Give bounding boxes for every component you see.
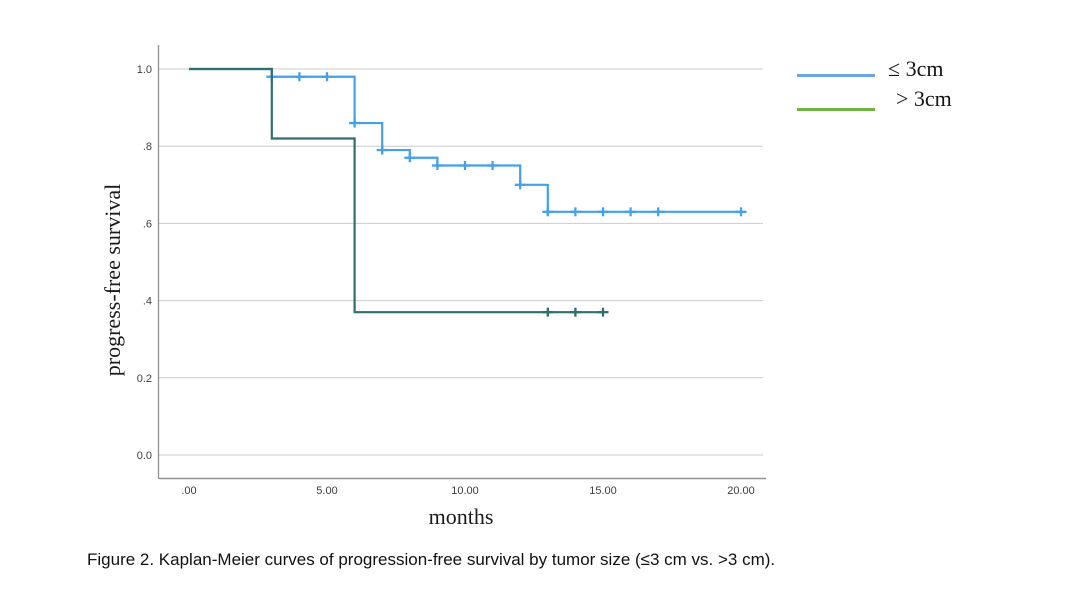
legend-label-gt-3cm: > 3cm [896, 86, 952, 111]
x-tick-label: 20.00 [727, 485, 755, 497]
tick-labels: 0.0 0.2 .4 .6 .8 1.0 .00 5.00 10.00 15.00 20.00 [137, 64, 755, 497]
censor-mark [459, 161, 471, 170]
y-tick-label: .6 [143, 218, 152, 230]
legend-line-le-3cm [797, 74, 875, 77]
censor-mark [514, 180, 526, 190]
censor-mark [542, 307, 554, 317]
axes [157, 45, 766, 480]
censor-mark [542, 207, 554, 217]
km-curve-gt-3cm [189, 67, 609, 317]
x-tick-label: 5.00 [316, 485, 337, 497]
censor-mark [597, 207, 609, 217]
figure-caption: Figure 2. Kaplan-Meier curves of progres… [87, 550, 776, 569]
censor-mark [349, 118, 361, 128]
censor-mark [652, 207, 664, 217]
censor-mark [625, 207, 637, 217]
y-tick-label: .4 [143, 296, 152, 308]
legend-line-gt-3cm [797, 108, 875, 111]
x-tick-label: 15.00 [589, 485, 617, 497]
censor-mark [735, 207, 747, 217]
censor-mark [569, 207, 581, 217]
censor-mark [597, 307, 609, 317]
censor-mark [569, 307, 581, 317]
y-tick-label: .8 [143, 141, 152, 153]
censor-mark [293, 72, 305, 82]
km-plot-svg: 0.0 0.2 .4 .6 .8 1.0 .00 5.00 10.00 15.00 20.00 [137, 45, 766, 497]
gridlines [158, 68, 763, 456]
x-axis-title: months [428, 504, 494, 529]
x-tick-label: 10.00 [451, 485, 479, 497]
x-tick-label: .00 [181, 485, 196, 497]
censor-mark [487, 161, 499, 170]
y-tick-label: 0.2 [137, 373, 152, 385]
y-tick-label: 0.0 [137, 450, 152, 462]
y-tick-label: 1.0 [137, 64, 152, 76]
censor-mark [404, 153, 416, 163]
censor-mark [376, 145, 388, 155]
legend-label-le-3cm: ≤ 3cm [888, 56, 944, 81]
censor-mark [321, 72, 333, 82]
censor-mark [431, 161, 443, 170]
y-axis-title: progress-free survival [100, 183, 125, 377]
survival-step-line [189, 67, 603, 314]
